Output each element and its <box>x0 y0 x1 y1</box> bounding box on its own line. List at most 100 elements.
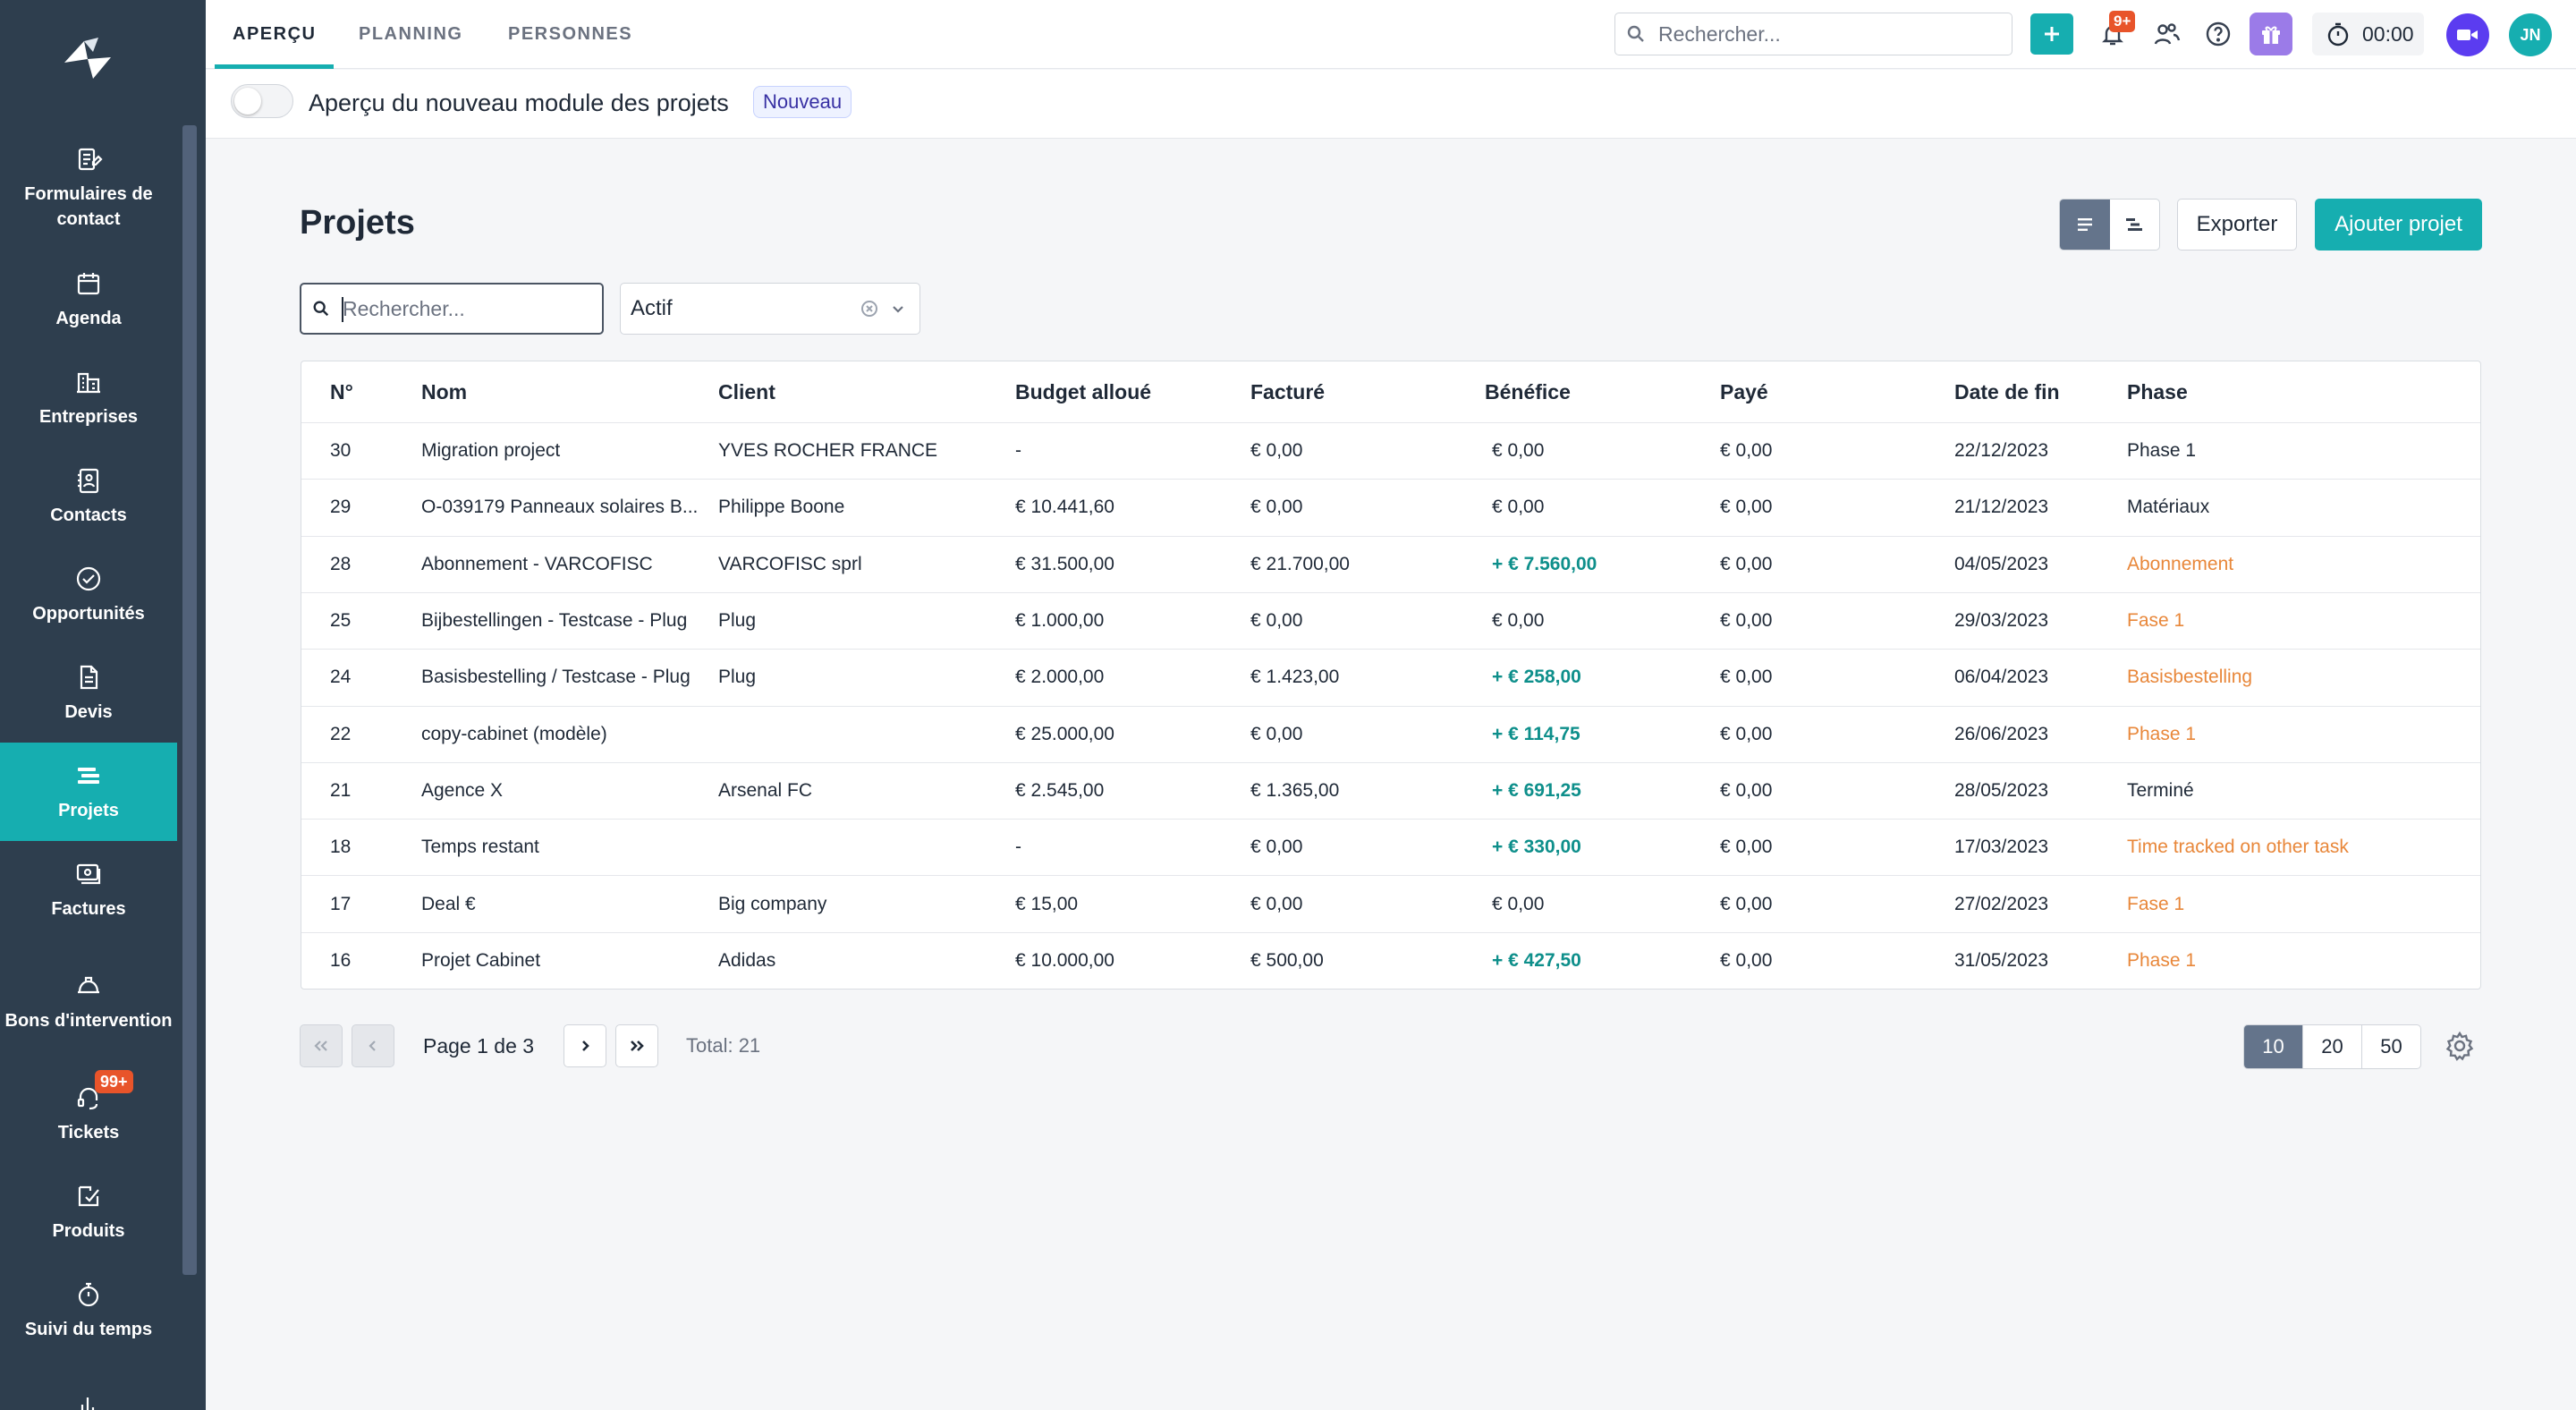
page-size-option[interactable]: 20 <box>2302 1025 2361 1068</box>
app-logo[interactable] <box>57 32 125 86</box>
cell-client: VARCOFISC sprl <box>718 553 862 574</box>
user-avatar[interactable]: JN <box>2509 13 2552 56</box>
list-view-button[interactable] <box>2060 200 2110 250</box>
team-button[interactable] <box>2148 16 2184 52</box>
toggle-knob <box>234 88 261 115</box>
status-filter-select[interactable]: Actif <box>620 283 920 335</box>
sidebar-item-companies[interactable]: Entreprises <box>0 349 177 447</box>
table-row[interactable]: 24 Basisbestelling / Testcase - Plug Plu… <box>301 649 2480 705</box>
tab-label: APERÇU <box>233 24 317 44</box>
table-row[interactable]: 22 copy-cabinet (modèle) € 25.000,00 € 0… <box>301 705 2480 762</box>
last-page-button[interactable] <box>615 1024 658 1067</box>
table-row[interactable]: 18 Temps restant - € 0,00 + € 330,00 € 0… <box>301 819 2480 875</box>
page-size-option[interactable]: 10 <box>2244 1025 2302 1068</box>
tab-planning[interactable]: PLANNING <box>359 0 462 69</box>
table-row[interactable]: 29 O-039179 Panneaux solaires B... Phili… <box>301 479 2480 535</box>
cell-paid: € 0,00 <box>1720 779 1773 801</box>
cell-phase: Phase 1 <box>2127 949 2197 971</box>
table-row[interactable]: 21 Agence X Arsenal FC € 2.545,00 € 1.36… <box>301 761 2480 819</box>
column-header[interactable]: Budget alloué <box>1015 379 1152 403</box>
cell-paid: € 0,00 <box>1720 440 1773 462</box>
tab-label: PLANNING <box>359 24 463 44</box>
help-button[interactable] <box>2200 16 2236 52</box>
next-page-button[interactable] <box>564 1024 606 1067</box>
cell-number: 25 <box>330 610 352 632</box>
project-search-input[interactable] <box>341 295 591 322</box>
global-search <box>1614 13 2012 55</box>
video-icon <box>2457 30 2478 40</box>
column-header[interactable]: Phase <box>2127 379 2188 403</box>
cell-name: O-039179 Panneaux solaires B... <box>421 497 699 518</box>
avatar-initials: JN <box>2520 25 2541 44</box>
sidebar-item-projects[interactable]: Projets <box>0 743 177 841</box>
column-header[interactable]: Facturé <box>1250 379 1326 403</box>
column-header[interactable]: N° <box>330 379 353 403</box>
gantt-view-button[interactable] <box>2110 200 2160 250</box>
sidebar-item-label: Devis <box>64 702 113 722</box>
table-row[interactable]: 28 Abonnement - VARCOFISC VARCOFISC sprl… <box>301 535 2480 592</box>
cell-client <box>718 820 987 875</box>
cell-paid: € 0,00 <box>1720 610 1773 632</box>
previous-page-button[interactable] <box>352 1024 394 1067</box>
cell-name: Deal € <box>421 893 476 914</box>
cell-name: Migration project <box>421 440 561 462</box>
sidebar-item-agenda[interactable]: Agenda <box>0 251 177 349</box>
column-header[interactable]: Bénéfice <box>1485 379 1571 403</box>
chart-icon <box>80 1397 95 1410</box>
column-header[interactable]: Nom <box>421 379 468 403</box>
cell-profit: + € 691,25 <box>1492 779 1581 801</box>
sidebar-item-quotes[interactable]: Devis <box>0 644 177 743</box>
cell-paid: € 0,00 <box>1720 837 1773 858</box>
column-header[interactable]: Payé <box>1720 379 1768 403</box>
double-chevron-left-icon <box>314 1041 327 1051</box>
quick-add-button[interactable] <box>2030 13 2073 55</box>
sidebar-item-work-orders[interactable]: Bons d'intervention <box>0 939 177 1065</box>
sidebar-item-time-tracking[interactable]: Suivi du temps <box>0 1261 177 1360</box>
table-row[interactable]: 17 Deal € Big company € 15,00 € 0,00 € 0… <box>301 875 2480 931</box>
page-title: Projets <box>300 204 415 242</box>
cell-end-date: 27/02/2023 <box>1954 893 2049 914</box>
cell-phase: Time tracked on other task <box>2127 837 2349 858</box>
tab-personnes[interactable]: PERSONNES <box>508 0 632 69</box>
column-header[interactable]: Client <box>718 379 775 403</box>
cell-number: 18 <box>330 837 352 858</box>
tab-apercu[interactable]: APERÇU <box>233 0 316 69</box>
banner-text: Aperçu du nouveau module des projets <box>309 89 729 116</box>
notifications-badge: 9+ <box>2109 11 2136 32</box>
sidebar-item-opportunities[interactable]: Opportunités <box>0 546 177 644</box>
project-search <box>300 283 604 335</box>
cell-client <box>718 707 987 762</box>
clear-icon[interactable] <box>860 300 878 318</box>
export-button[interactable]: Exporter <box>2177 199 2297 251</box>
sidebar-scrollbar[interactable] <box>182 125 197 1275</box>
table-row[interactable]: 30 Migration project YVES ROCHER FRANCE … <box>301 422 2480 479</box>
table-row[interactable]: 25 Bijbestellingen - Testcase - Plug Plu… <box>301 591 2480 649</box>
video-call-button[interactable] <box>2446 13 2489 56</box>
page-size-option[interactable]: 50 <box>2361 1025 2420 1068</box>
cell-paid: € 0,00 <box>1720 553 1773 574</box>
global-search-input[interactable] <box>1657 21 1996 47</box>
cell-end-date: 22/12/2023 <box>1954 440 2049 462</box>
double-chevron-right-icon <box>631 1041 644 1051</box>
cell-paid: € 0,00 <box>1720 949 1773 971</box>
list-icon <box>2077 218 2092 231</box>
cell-end-date: 06/04/2023 <box>1954 667 2049 688</box>
sidebar-item-contact-forms[interactable]: Formulaires de contact <box>0 125 177 251</box>
cell-paid: € 0,00 <box>1720 723 1773 744</box>
table-row[interactable]: 16 Projet Cabinet Adidas € 10.000,00 € 5… <box>301 931 2480 989</box>
headset-icon <box>77 1087 98 1110</box>
table-settings-button[interactable] <box>2444 1030 2476 1062</box>
first-page-button[interactable] <box>300 1024 343 1067</box>
sidebar-item-tickets[interactable]: 99+ Tickets <box>0 1065 177 1163</box>
sidebar-item-contacts[interactable]: Contacts <box>0 447 177 546</box>
add-project-button[interactable]: Ajouter projet <box>2315 199 2482 251</box>
column-header[interactable]: Date de fin <box>1954 379 2060 403</box>
cell-end-date: 29/03/2023 <box>1954 610 2049 632</box>
sidebar-item-invoices[interactable]: Factures <box>0 841 177 939</box>
gift-button[interactable] <box>2250 13 2292 55</box>
sidebar-item-reports[interactable] <box>0 1360 177 1410</box>
new-module-toggle[interactable] <box>231 84 293 118</box>
total-count: Total: 21 <box>686 1034 761 1057</box>
timer-widget[interactable]: 00:00 <box>2312 13 2424 55</box>
sidebar-item-products[interactable]: Produits <box>0 1163 177 1261</box>
